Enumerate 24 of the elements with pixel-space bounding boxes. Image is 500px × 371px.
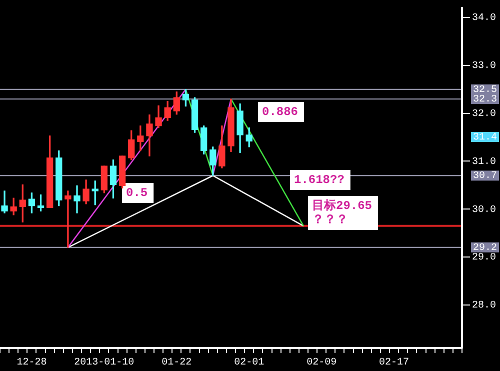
y-tick-label: 34.0 <box>472 13 496 24</box>
text: 31.4 <box>472 132 498 144</box>
annotation: 目标29.65 ？？？ <box>312 199 372 228</box>
annotation: 1.618?? <box>294 173 344 188</box>
annotation: 0.5 <box>126 186 148 200</box>
y-tick-label: 30.0 <box>472 204 496 216</box>
candlestick <box>74 185 80 214</box>
x-tick-label: 02-09 <box>306 358 337 369</box>
ref-line-label: 32.3 <box>472 94 498 106</box>
y-tick-label: 28.0 <box>472 300 496 312</box>
x-tick-label: 01-22 <box>162 358 192 369</box>
x-tick-label: 2013-01-10 <box>74 358 134 369</box>
y-tick-label: 33.0 <box>472 61 496 72</box>
x-tick-label: 02-01 <box>234 358 264 369</box>
y-tick-label: 29.0 <box>472 252 496 264</box>
y-tick-label: 32.0 <box>472 108 496 120</box>
candlestick <box>1 190 8 214</box>
x-tick-label: 12-28 <box>16 358 47 369</box>
ref-line-label: 32.5 <box>472 85 498 96</box>
x-tick-label: 02-17 <box>379 358 410 369</box>
candlestick <box>64 190 72 248</box>
annotation: 0.886 <box>262 105 298 120</box>
ref-line-label: 30.7 <box>472 171 498 182</box>
y-tick-label: 31.0 <box>472 156 496 168</box>
